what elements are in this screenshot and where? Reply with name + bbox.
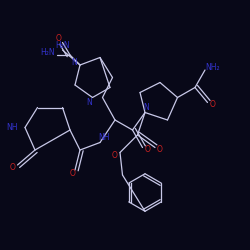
Text: O: O	[210, 100, 216, 110]
Text: O: O	[10, 163, 16, 172]
Text: N: N	[71, 58, 76, 67]
Text: O: O	[112, 150, 118, 160]
Text: O: O	[70, 169, 75, 178]
Text: NH: NH	[98, 133, 110, 142]
Text: O: O	[157, 146, 163, 154]
Text: N: N	[144, 103, 149, 112]
Text: NH₂: NH₂	[205, 63, 220, 72]
Text: O: O	[144, 146, 150, 154]
Text: H₂N: H₂N	[40, 48, 55, 57]
Text: H₂N: H₂N	[55, 40, 70, 50]
Text: O: O	[56, 34, 62, 43]
Text: NH: NH	[6, 123, 18, 132]
Text: N: N	[86, 98, 92, 107]
